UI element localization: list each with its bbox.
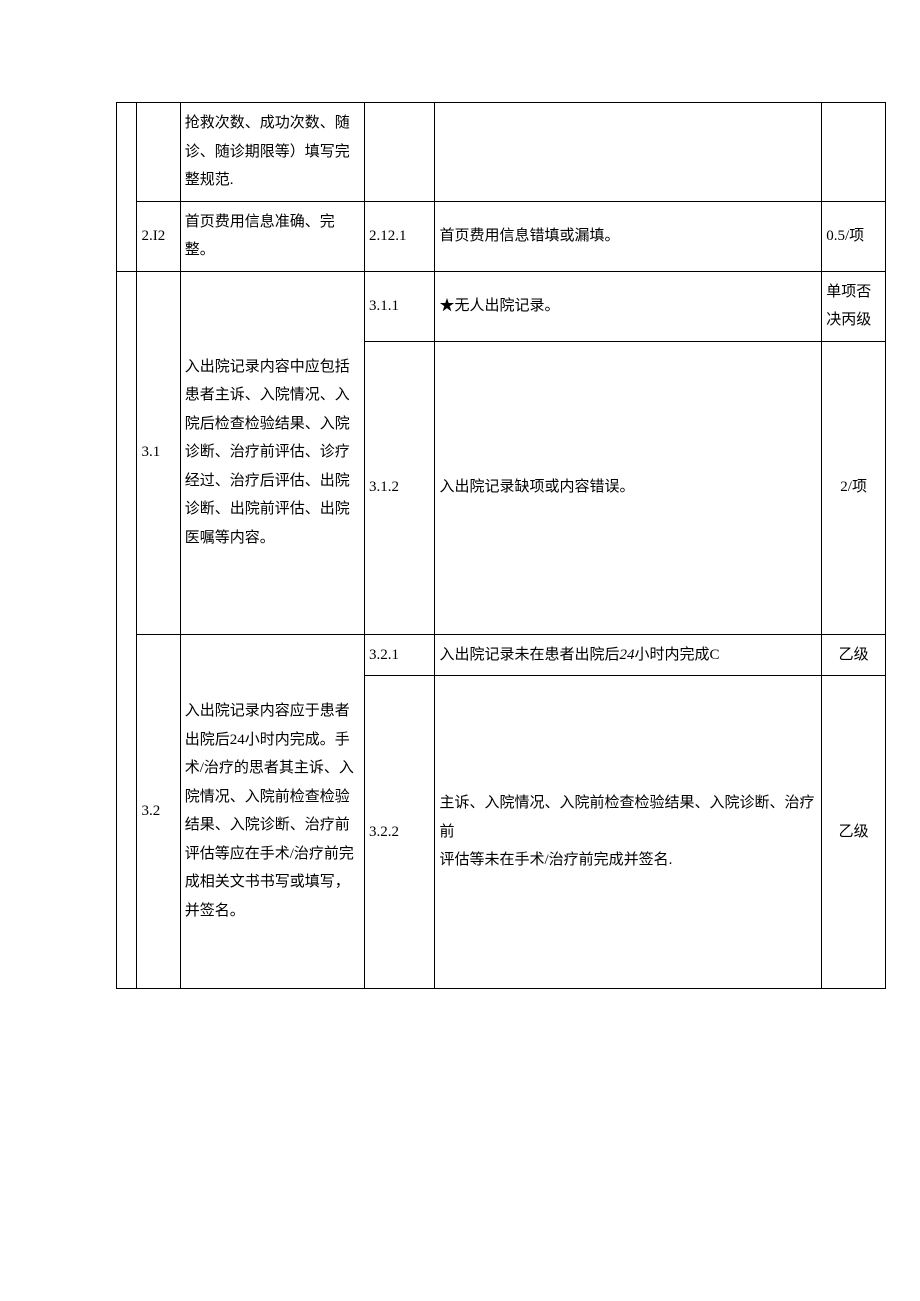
cell-sub-no: 3.1.1 — [364, 271, 435, 341]
issue-text-italic: 24 — [620, 647, 635, 663]
cell-item-no: 3.2 — [137, 634, 180, 989]
table-row: 3.2 入出院记录内容应于患者出院后24小时内完成。手术/治疗的思者其主诉、入院… — [117, 634, 886, 676]
cell-requirement: 抢救次数、成功次数、随诊、随诊期限等）填写完整规范. — [180, 103, 364, 202]
cell-sub-no: 2.12.1 — [364, 201, 435, 271]
table-row: 抢救次数、成功次数、随诊、随诊期限等）填写完整规范. — [117, 103, 886, 202]
cell-requirement: 首页费用信息准确、完整。 — [180, 201, 364, 271]
table-row: 3.1 入出院记录内容中应包括患者主诉、入院情况、入院后检查检验结果、入院诊断、… — [117, 271, 886, 341]
cell-sub-no: 3.2.2 — [364, 676, 435, 989]
cell-score: 单项否决丙级 — [822, 271, 886, 341]
cell-score: 0.5/项 — [822, 201, 886, 271]
cell-issue: ★无人出院记录。 — [435, 271, 822, 341]
cell-issue: 主诉、入院情况、入院前检查检验结果、入院诊断、治疗前 评估等未在手术/治疗前完成… — [435, 676, 822, 989]
cell-issue: 首页费用信息错填或漏填。 — [435, 201, 822, 271]
cell-issue: 入出院记录未在患者出院后24小时内完成C — [435, 634, 822, 676]
issue-text-prefix: 入出院记录未在患者出院后 — [439, 647, 619, 663]
cell-requirement: 入出院记录内容应于患者出院后24小时内完成。手术/治疗的思者其主诉、入院情况、入… — [180, 634, 364, 989]
issue-text-suffix: 小时内完成C — [635, 647, 720, 663]
cell-sub-no — [364, 103, 435, 202]
cell-score: 乙级 — [822, 634, 886, 676]
cell-requirement: 入出院记录内容中应包括患者主诉、入院情况、入院后检查检验结果、入院诊断、治疗前评… — [180, 271, 364, 634]
cell-score — [822, 103, 886, 202]
cell-sub-no: 3.2.1 — [364, 634, 435, 676]
cell-issue: 入出院记录缺项或内容错误。 — [435, 341, 822, 634]
cell-section — [117, 103, 137, 272]
cell-item-no: 2.I2 — [137, 201, 180, 271]
cell-sub-no: 3.1.2 — [364, 341, 435, 634]
cell-item-no: 3.1 — [137, 271, 180, 634]
cell-section — [117, 271, 137, 989]
standards-table: 抢救次数、成功次数、随诊、随诊期限等）填写完整规范. 2.I2 首页费用信息准确… — [116, 102, 886, 989]
table-row: 2.I2 首页费用信息准确、完整。 2.12.1 首页费用信息错填或漏填。 0.… — [117, 201, 886, 271]
cell-score: 2/项 — [822, 341, 886, 634]
cell-issue — [435, 103, 822, 202]
cell-item-no — [137, 103, 180, 202]
cell-score: 乙级 — [822, 676, 886, 989]
